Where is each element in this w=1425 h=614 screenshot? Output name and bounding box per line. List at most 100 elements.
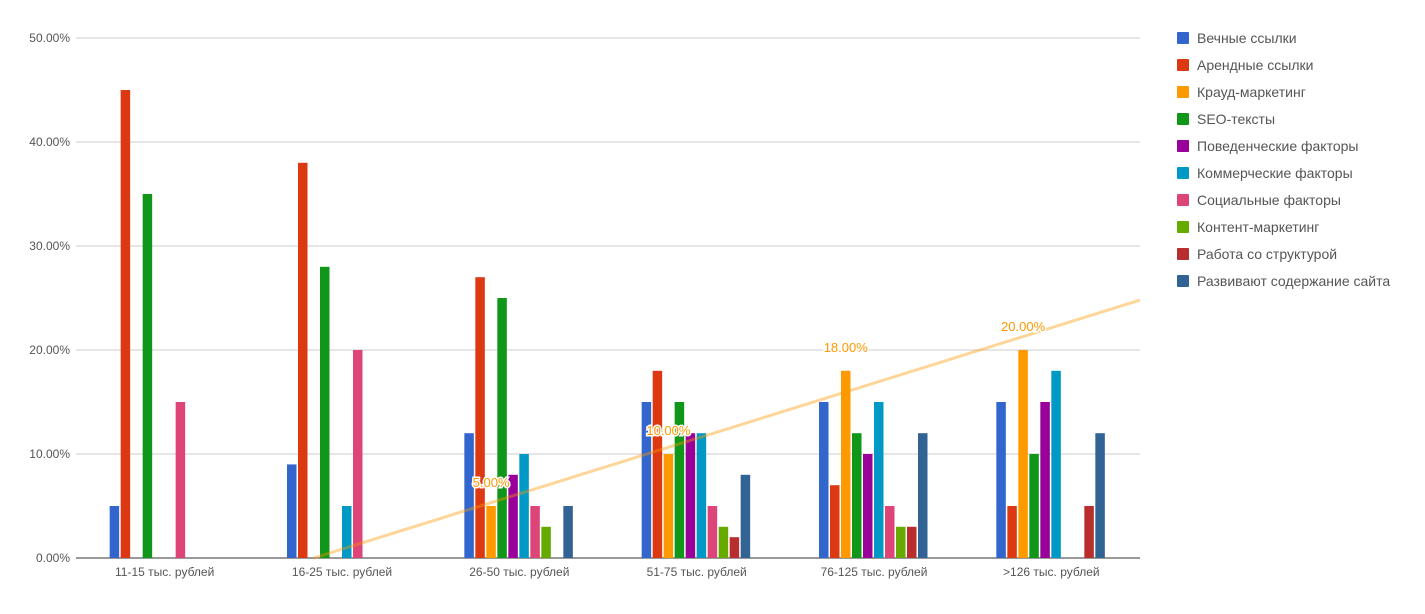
bar[interactable]	[852, 433, 862, 558]
x-tick-label: 26-50 тыс. рублей	[469, 565, 569, 579]
data-label: 10.00%	[646, 423, 691, 438]
bar[interactable]	[819, 402, 829, 558]
legend-swatch	[1177, 194, 1189, 206]
bar[interactable]	[641, 402, 652, 558]
data-label: 18.00%	[824, 340, 869, 355]
bar[interactable]	[342, 506, 352, 558]
legend-label: Социальные факторы	[1197, 192, 1341, 208]
bar[interactable]	[896, 526, 906, 558]
bar[interactable]	[1051, 370, 1061, 558]
y-tick-label: 40.00%	[29, 135, 70, 149]
bar[interactable]	[729, 537, 740, 558]
bar[interactable]	[486, 506, 496, 558]
bar[interactable]	[885, 506, 895, 558]
y-tick-label: 50.00%	[29, 31, 70, 45]
legend-swatch	[1177, 167, 1189, 179]
bar[interactable]	[707, 506, 718, 558]
y-axis-tick-labels: 0.00% 10.00% 20.00% 30.00% 40.00% 50.00%	[29, 31, 70, 565]
y-tick-label: 30.00%	[29, 239, 70, 253]
legend-swatch	[1177, 140, 1189, 152]
trendline	[313, 298, 1141, 560]
data-label: 5.00%	[473, 475, 510, 490]
bar[interactable]	[120, 90, 131, 558]
legend-label: Коммерческие факторы	[1197, 165, 1353, 181]
legend-swatch	[1177, 248, 1189, 260]
legend-item[interactable]: SEO-тексты	[1177, 111, 1275, 127]
bar[interactable]	[175, 402, 186, 558]
legend-label: Вечные ссылки	[1197, 30, 1297, 46]
y-tick-label: 10.00%	[29, 447, 70, 461]
x-tick-label: 51-75 тыс. рублей	[647, 565, 747, 579]
legend-label: Контент-маркетинг	[1197, 219, 1319, 235]
bar[interactable]	[830, 485, 840, 558]
bar[interactable]	[1018, 350, 1028, 558]
bar[interactable]	[541, 526, 551, 558]
bar[interactable]	[874, 402, 884, 558]
bar[interactable]	[142, 194, 153, 558]
bar[interactable]	[863, 454, 873, 558]
bar[interactable]	[1095, 433, 1105, 558]
legend-item[interactable]: Вечные ссылки	[1177, 30, 1297, 46]
bar[interactable]	[464, 433, 474, 558]
bar[interactable]	[918, 433, 928, 558]
x-tick-label: 16-25 тыс. рублей	[292, 565, 392, 579]
legend-item[interactable]: Развивают содержание сайта	[1177, 273, 1390, 289]
bar[interactable]	[519, 454, 529, 558]
legend-item[interactable]: Работа со структурой	[1177, 246, 1337, 262]
x-tick-label: 76-125 тыс. рублей	[821, 565, 928, 579]
legend-item[interactable]: Социальные факторы	[1177, 192, 1341, 208]
bar[interactable]	[109, 506, 120, 558]
bar[interactable]	[497, 298, 507, 558]
legend-swatch	[1177, 113, 1189, 125]
data-label: 20.00%	[1001, 319, 1046, 334]
bar[interactable]	[907, 526, 917, 558]
bar[interactable]	[740, 474, 751, 558]
legend-label: Арендные ссылки	[1197, 57, 1313, 73]
legend-swatch	[1177, 275, 1189, 287]
bar[interactable]	[353, 350, 363, 558]
legend-label: Развивают содержание сайта	[1197, 273, 1390, 289]
x-axis-tick-labels: 11-15 тыс. рублей 16-25 тыс. рублей 26-50 …	[115, 565, 1100, 579]
trendline-line	[313, 298, 1141, 560]
bar[interactable]	[1007, 506, 1017, 558]
legend-label: SEO-тексты	[1197, 111, 1275, 127]
legend-swatch	[1177, 32, 1189, 44]
bars	[109, 90, 1105, 559]
bar[interactable]	[674, 402, 685, 558]
bar[interactable]	[530, 506, 540, 558]
bar[interactable]	[475, 277, 485, 558]
legend-label: Крауд-маркетинг	[1197, 84, 1306, 100]
bar[interactable]	[652, 370, 663, 558]
legend-swatch	[1177, 59, 1189, 71]
legend-label: Работа со структурой	[1197, 246, 1337, 262]
bar[interactable]	[320, 266, 330, 558]
bar[interactable]	[996, 402, 1006, 558]
bar[interactable]	[685, 433, 696, 558]
bar[interactable]	[563, 506, 573, 558]
legend-label: Поведенческие факторы	[1197, 138, 1358, 154]
y-tick-label: 0.00%	[36, 551, 70, 565]
bar[interactable]	[508, 474, 518, 558]
legend-item[interactable]: Коммерческие факторы	[1177, 165, 1353, 181]
legend: Вечные ссылки Арендные ссылки Крауд-маркет…	[1177, 30, 1390, 289]
bar[interactable]	[841, 370, 851, 558]
legend-item[interactable]: Поведенческие факторы	[1177, 138, 1358, 154]
legend-swatch	[1177, 221, 1189, 233]
bar[interactable]	[298, 162, 308, 559]
y-tick-label: 20.00%	[29, 343, 70, 357]
legend-item[interactable]: Крауд-маркетинг	[1177, 84, 1306, 100]
bar[interactable]	[1029, 454, 1039, 558]
bar[interactable]	[1084, 506, 1094, 558]
bar[interactable]	[1040, 402, 1050, 558]
bar[interactable]	[718, 526, 729, 558]
legend-swatch	[1177, 86, 1189, 98]
x-tick-label: 11-15 тыс. рублей	[115, 565, 214, 579]
legend-item[interactable]: Контент-маркетинг	[1177, 219, 1319, 235]
bar[interactable]	[287, 464, 297, 558]
bar[interactable]	[696, 433, 707, 558]
legend-item[interactable]: Арендные ссылки	[1177, 57, 1313, 73]
gridlines	[76, 37, 1140, 559]
bar[interactable]	[663, 454, 674, 558]
